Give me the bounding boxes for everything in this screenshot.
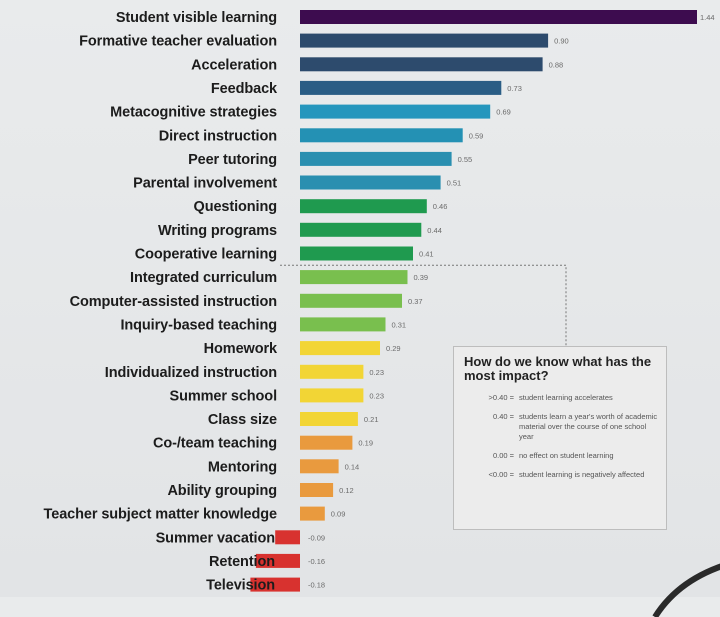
category-label: Teacher subject matter knowledge bbox=[44, 507, 277, 523]
value-label: 0.19 bbox=[358, 439, 373, 448]
value-label: 0.46 bbox=[433, 202, 448, 211]
value-label: 0.23 bbox=[369, 391, 384, 400]
bar bbox=[300, 412, 358, 426]
value-label: 0.39 bbox=[414, 273, 429, 282]
category-label: Metacognitive strategies bbox=[110, 105, 277, 121]
legend-title: How do we know what has the most impact? bbox=[464, 354, 652, 383]
legend-key: 0.40 = bbox=[492, 412, 514, 421]
category-label: Summer vacation bbox=[156, 530, 275, 546]
value-label: 0.90 bbox=[554, 37, 569, 46]
category-label: Questioning bbox=[194, 199, 277, 215]
bar bbox=[300, 175, 441, 190]
bar bbox=[300, 151, 452, 166]
bar bbox=[300, 222, 422, 237]
decorative-swoosh-graphic bbox=[652, 563, 720, 617]
bar bbox=[300, 199, 427, 214]
category-label: Class size bbox=[208, 412, 277, 428]
legend-desc: student learning accelerates bbox=[519, 393, 613, 402]
bar bbox=[300, 57, 543, 72]
bar bbox=[300, 293, 402, 308]
value-label: 0.44 bbox=[427, 226, 442, 235]
value-label: 0.69 bbox=[496, 108, 511, 117]
category-label: Writing programs bbox=[158, 223, 277, 239]
impact-legend-box: How do we know what has the most impact?… bbox=[453, 346, 667, 530]
legend-row: 0.00 = no effect on student learning bbox=[462, 451, 658, 461]
bars-group bbox=[250, 10, 697, 592]
value-label: 0.59 bbox=[469, 131, 484, 140]
bar bbox=[300, 483, 334, 497]
bar bbox=[300, 435, 353, 450]
value-label: -0.09 bbox=[308, 533, 325, 542]
category-label: Direct instruction bbox=[159, 128, 277, 144]
category-label: Co-/team teaching bbox=[153, 436, 277, 452]
value-label: 0.29 bbox=[386, 344, 401, 353]
legend-row: 0.40 = students learn a year's worth of … bbox=[462, 412, 658, 442]
bar bbox=[300, 506, 325, 521]
legend-row: <0.00 = student learning is negatively a… bbox=[462, 470, 658, 480]
value-label: 0.73 bbox=[507, 84, 522, 93]
category-label: Peer tutoring bbox=[188, 152, 277, 168]
category-label: Integrated curriculum bbox=[130, 270, 277, 286]
category-label: Cooperative learning bbox=[135, 247, 277, 263]
value-label: 0.88 bbox=[549, 60, 564, 69]
value-label: 0.23 bbox=[369, 368, 384, 377]
bar bbox=[300, 10, 697, 24]
value-label: 0.09 bbox=[331, 510, 346, 519]
legend-key: 0.00 = bbox=[492, 451, 514, 460]
bar bbox=[250, 577, 300, 592]
category-label: Formative teacher evaluation bbox=[79, 34, 277, 50]
value-label: 0.41 bbox=[419, 250, 434, 259]
bar bbox=[300, 341, 380, 356]
bar bbox=[275, 530, 300, 545]
bar bbox=[300, 364, 364, 379]
category-label: Student visible learning bbox=[116, 10, 277, 26]
bar bbox=[300, 459, 339, 474]
category-label: Computer-assisted instruction bbox=[70, 294, 277, 310]
value-label: 0.31 bbox=[392, 320, 407, 329]
threshold-line bbox=[280, 264, 567, 346]
legend-key: >0.40 = bbox=[488, 393, 514, 402]
category-labels-group: Student visible learning Formative teache… bbox=[44, 10, 279, 594]
bar bbox=[300, 270, 408, 285]
legend-row: >0.40 = student learning accelerates bbox=[462, 393, 658, 403]
bar bbox=[300, 388, 364, 403]
category-label: Feedback bbox=[211, 81, 278, 97]
category-label: Homework bbox=[204, 341, 278, 357]
category-label: Television bbox=[206, 578, 275, 594]
bar bbox=[300, 128, 463, 143]
bar bbox=[300, 80, 502, 95]
category-label: Acceleration bbox=[191, 57, 277, 73]
category-label: Summer school bbox=[170, 388, 277, 404]
value-label: 0.21 bbox=[364, 415, 379, 424]
effect-size-bar-chart: Student visible learning Formative teache… bbox=[44, 10, 715, 594]
value-label: 0.14 bbox=[345, 462, 360, 471]
value-label: -0.16 bbox=[308, 557, 325, 566]
category-label: Ability grouping bbox=[167, 483, 277, 499]
threshold-dotted-line bbox=[280, 264, 567, 346]
bar bbox=[300, 104, 491, 119]
value-label: 0.55 bbox=[458, 155, 473, 164]
legend-desc: no effect on student learning bbox=[519, 451, 614, 460]
bar bbox=[300, 246, 413, 261]
value-label: 1.44 bbox=[700, 13, 715, 22]
bar bbox=[300, 317, 386, 332]
value-label: -0.18 bbox=[308, 581, 325, 590]
category-label: Retention bbox=[209, 554, 275, 570]
legend-desc: students learn a year's worth of academi… bbox=[519, 412, 658, 441]
value-label: 0.51 bbox=[447, 179, 462, 188]
value-label: 0.37 bbox=[408, 297, 423, 306]
legend-desc: student learning is negatively affected bbox=[519, 470, 645, 479]
value-label: 0.12 bbox=[339, 486, 354, 495]
bar bbox=[255, 553, 300, 568]
category-label: Inquiry-based teaching bbox=[120, 317, 277, 333]
category-label: Individualized instruction bbox=[105, 365, 277, 381]
bar bbox=[300, 33, 549, 48]
value-labels-group: 1.44 0.90 0.88 0.73 0.69 0.59 0.55 0.51 0.46 0.44… bbox=[308, 13, 715, 590]
legend-key: <0.00 = bbox=[488, 470, 514, 479]
category-label: Parental involvement bbox=[133, 176, 277, 192]
category-label: Mentoring bbox=[208, 459, 277, 475]
